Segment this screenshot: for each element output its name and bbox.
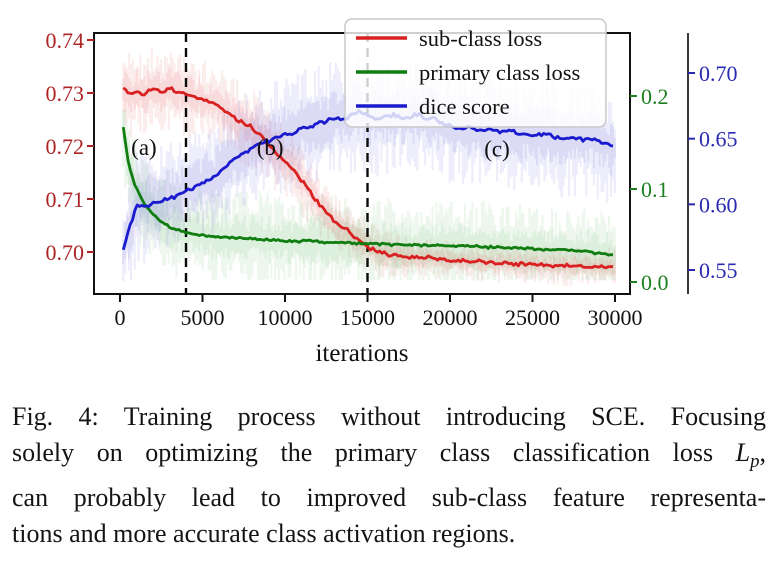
y-right-outer-tick-label: 0.60 — [699, 192, 738, 217]
y-left-tick-label: 0.73 — [46, 81, 85, 106]
caption-line-1: Fig. 4: Training process without introdu… — [12, 402, 766, 431]
y-left-tick-label: 0.70 — [46, 240, 85, 265]
x-tick-label: 15000 — [340, 305, 395, 330]
training-curves-chart: (a) (b) (c) 0.74 0.73 0.72 0.71 0.70 0.2 0.1 0.0 0.… — [46, 18, 738, 367]
y-right-inner-tick-label: 0.1 — [641, 177, 669, 202]
legend-label-dice-score: dice score — [419, 94, 510, 119]
y-left-tick-label: 0.74 — [46, 28, 85, 53]
x-tick-label: 0 — [115, 305, 126, 330]
y-right-inner-tick-label: 0.0 — [641, 270, 669, 295]
math-symbol-Lp: Lp — [735, 438, 760, 473]
y-right-outer-tick-label: 0.55 — [699, 258, 738, 283]
y-left-tick-label: 0.72 — [46, 134, 85, 159]
x-tick-label: 5000 — [181, 305, 225, 330]
annotation-a: (a) — [131, 135, 157, 160]
caption-line-2: solely on optimizing the primary class c… — [12, 438, 766, 473]
series-line-primary-class-loss — [121, 126, 614, 257]
x-tick-label: 20000 — [423, 305, 478, 330]
legend-label-sub-class-loss: sub-class loss — [419, 26, 542, 51]
annotation-b: (b) — [257, 135, 284, 160]
y-right-inner-tick-label: 0.2 — [641, 84, 669, 109]
y-right-outer-tick-label: 0.70 — [699, 61, 738, 86]
y-left-tick-label: 0.71 — [46, 187, 85, 212]
x-tick-label: 10000 — [258, 305, 313, 330]
caption-line-3: can probably lead to improved sub-class … — [12, 483, 766, 513]
series-line-sub-class-loss — [122, 86, 614, 270]
x-tick-label: 25000 — [505, 305, 560, 330]
figure-caption: Fig. 4: Training process without introdu… — [12, 399, 766, 552]
caption-line-4: tions and more accurate class activation… — [12, 519, 516, 549]
y-right-outer-tick-label: 0.65 — [699, 127, 738, 152]
annotation-c: (c) — [484, 137, 510, 162]
legend-box — [344, 18, 607, 128]
x-axis-label: iterations — [315, 340, 408, 367]
x-tick-label: 30000 — [588, 305, 643, 330]
legend-label-primary-class-loss: primary class loss — [419, 60, 580, 85]
